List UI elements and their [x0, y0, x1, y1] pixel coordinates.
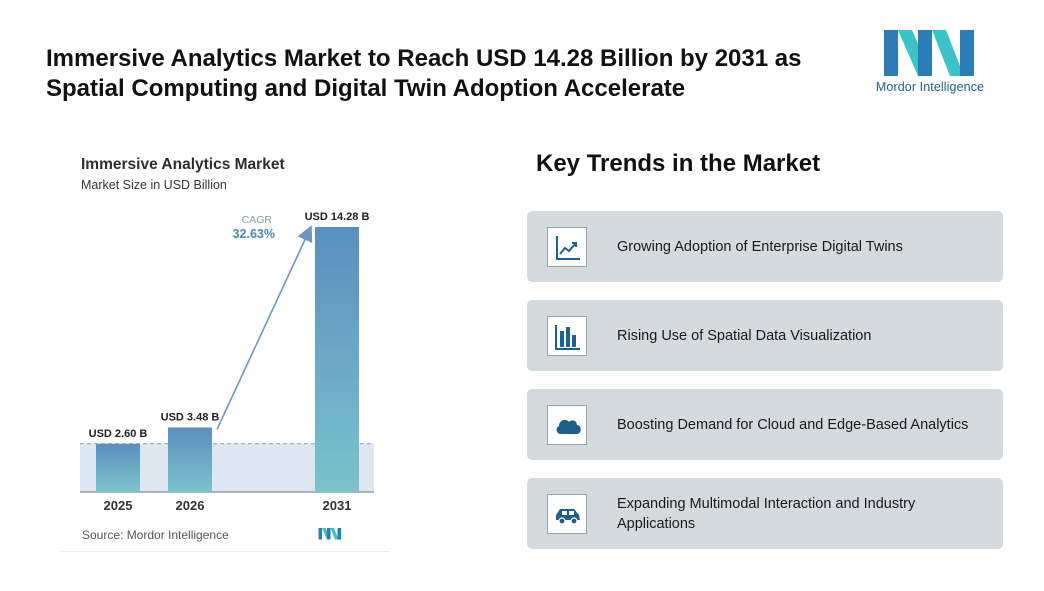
cagr-arrow — [216, 225, 313, 430]
page-headline: Immersive Analytics Market to Reach USD … — [46, 45, 802, 102]
trend-card-multimodal: Expanding Multimodal Interaction and Ind… — [527, 478, 1003, 549]
brand-logo: Mordor Intelligence — [874, 28, 986, 98]
cagr-label: CAGR — [242, 214, 273, 226]
trend-label: Rising Use of Spatial Data Visualization — [617, 327, 872, 344]
tick-label-2031: 2031 — [323, 498, 352, 513]
trend-label: Boosting Demand for Cloud and Edge-Based… — [617, 416, 969, 433]
chart-title: Immersive Analytics Market — [81, 156, 285, 173]
chart-canvas: USD 2.60 B 2025 USD 3.48 B 2026 USD 14.28 B 2… — [80, 211, 374, 513]
line-chart-icon — [556, 236, 580, 260]
mordor-logo-icon — [884, 30, 974, 76]
trend-label: Expanding Multimodal Interaction and Ind… — [617, 495, 916, 532]
market-chart: USD 2.60 B 2025 USD 3.48 B 2026 USD 14.28 B 2… — [60, 140, 390, 552]
cagr-value: 32.63% — [233, 227, 275, 241]
data-label-2025: USD 2.60 B — [89, 428, 148, 440]
tick-label-2025: 2025 — [104, 498, 133, 513]
bar-2025 — [96, 443, 140, 492]
trend-card-cloud-edge: Boosting Demand for Cloud and Edge-Based… — [527, 389, 1003, 460]
trend-card-digital-twins: Growing Adoption of Enterprise Digital T… — [527, 211, 1003, 282]
mordor-mini-logo-icon — [318, 528, 341, 540]
data-label-2026: USD 3.48 B — [161, 411, 220, 423]
chart-subtitle: Market Size in USD Billion — [81, 178, 227, 192]
chart-source: Source: Mordor Intelligence — [82, 528, 229, 542]
bar-2026 — [168, 427, 212, 492]
brand-name: Mordor Intelligence — [875, 80, 985, 94]
car-icon — [556, 509, 580, 525]
bar-2031 — [315, 227, 359, 492]
trends-title: Key Trends in the Market — [536, 150, 821, 177]
data-label-2031: USD 14.28 B — [305, 211, 370, 223]
tick-label-2026: 2026 — [176, 498, 205, 513]
trend-label: Growing Adoption of Enterprise Digital T… — [617, 238, 903, 255]
bar-chart-icon — [555, 325, 580, 350]
cloud-icon — [556, 419, 581, 434]
trend-card-spatial-visualization: Rising Use of Spatial Data Visualization — [527, 300, 1003, 371]
